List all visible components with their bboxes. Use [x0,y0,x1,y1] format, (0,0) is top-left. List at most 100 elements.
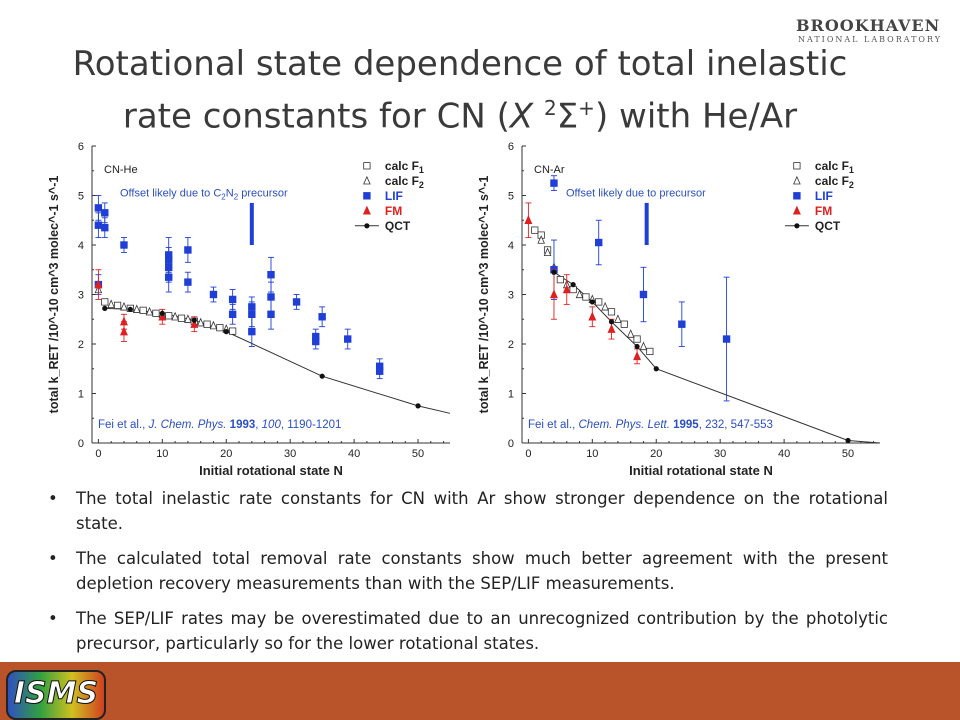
data-point-fm [562,284,571,294]
citation: Fei et al., J. Chem. Phys. 1993, 100, 11… [98,419,341,431]
offset-annotation: Offset likely due to precursor [566,187,706,199]
x-tick-label: 50 [842,448,854,460]
x-axis-label: Initial rotational state N [199,463,343,478]
data-point-lif [550,179,558,187]
chart-cn-ar: 0 10 20 30 40 50 0 1 2 3 4 5 6 Initial rotational sta… [477,141,881,478]
data-point-fm [119,326,128,336]
x-tick-label: 10 [156,448,168,460]
qct-line [553,271,881,444]
data-point-lif [267,310,275,319]
x-axis-label: Initial rotational state N [629,463,773,478]
data-point-calc-f2 [196,317,205,327]
data-point-lif [292,298,301,306]
y-axis-label: total k_RET /10^-10 cm^3 molec^-1 s^-1 [477,176,491,414]
data-point-lif [248,327,256,336]
data-point-lif [228,295,237,304]
data-point-lif [375,367,384,375]
y-axis-label: total k_RET /10^-10 cm^3 molec^-1 s^-1 [47,176,61,414]
slide-title: Rotational state dependence of total ine… [60,42,860,138]
title-line-1: Rotational state dependence of total ine… [72,44,848,84]
data-point-calc-f2 [614,314,622,323]
y-tick-label: 2 [78,339,84,351]
data-point-lif [344,335,352,343]
data-point-calc-f1 [165,312,173,320]
data-point-lif [228,310,237,319]
bullet-list: • The total inelastic rate constants for … [48,486,888,666]
data-point-calc-f2 [575,289,584,299]
data-point-calc-f2 [209,320,218,330]
data-point-fm [588,311,597,321]
legend-label: FM [815,204,832,218]
data-point-calc-f2 [537,235,545,244]
data-point-calc-f2 [543,247,552,257]
data-point-calc-f1 [101,298,109,306]
y-tick-label: 1 [78,389,84,401]
data-point-fm [94,279,103,289]
data-point-calc-f1 [595,298,603,306]
data-point-calc-f1 [139,306,147,314]
data-point-qct [589,299,595,305]
data-point-fm [158,311,167,321]
y-tick-label: 5 [78,191,84,203]
data-point-qct [845,437,851,444]
data-point-lif [312,337,320,346]
title-line-2: rate constants for CN (X 2Σ+) with He/Ar [122,96,798,137]
brookhaven-logo: BROOKHAVEN NATIONAL LABORATORY [796,16,943,44]
isms-logo: ISMS [6,670,106,720]
y-tick-label: 5 [508,191,514,203]
legend-label: QCT [385,219,411,233]
legend-label: calc F2 [815,174,854,190]
data-point-lif [722,335,731,343]
data-point-qct [191,317,197,323]
data-point-lif [94,204,103,212]
bullet-item: • The calculated total removal rate const… [48,549,888,593]
legend-label: calc F2 [385,174,424,190]
x-tick-label: 20 [650,448,662,460]
data-point-calc-f2 [601,301,609,311]
data-point-lif [94,221,103,229]
y-tick-label: 0 [508,438,514,450]
x-tick-label: 0 [525,448,531,460]
data-point-calc-f1 [607,308,616,316]
legend-marker [363,175,371,185]
data-point-lif [595,238,603,247]
y-tick-label: 6 [78,141,84,153]
data-point-lif [639,290,648,299]
data-point-lif [184,246,192,254]
legend-label: calc F1 [385,159,424,175]
data-point-qct [634,343,640,350]
data-point-calc-f1 [216,324,224,332]
data-point-calc-f2 [120,301,128,311]
data-point-lif [678,320,686,328]
y-tick-label: 4 [78,240,84,252]
bullet-item: • The SEP/LIF rates may be overestimated … [48,609,888,653]
data-point-calc-f1 [556,276,564,284]
data-point-qct [159,310,165,316]
data-point-calc-f1 [203,320,211,328]
data-point-calc-f1 [620,320,628,328]
data-point-calc-f1 [177,314,186,322]
legend-marker [363,192,371,200]
y-tick-label: 2 [508,339,514,351]
legend-marker [363,162,371,170]
y-tick-label: 1 [508,389,514,401]
legend-label: LIF [815,189,833,203]
data-point-calc-f2 [107,299,115,309]
data-point-lif [165,256,173,264]
y-tick-label: 4 [508,240,514,252]
legend-marker [793,175,801,185]
qct-line [104,307,451,414]
data-point-calc-f2 [145,306,154,316]
data-point-fm [524,215,533,224]
data-point-lif [318,313,326,321]
data-point-calc-f1 [229,327,237,335]
x-tick-label: 50 [412,448,424,460]
data-point-calc-f2 [639,341,648,351]
data-point-calc-f2 [184,314,192,323]
data-point-fm [549,289,558,299]
data-point-calc-f1 [152,309,160,317]
x-tick-label: 40 [348,448,360,460]
y-tick-label: 3 [508,290,514,302]
y-tick-label: 3 [78,290,84,302]
data-point-qct [127,306,133,312]
